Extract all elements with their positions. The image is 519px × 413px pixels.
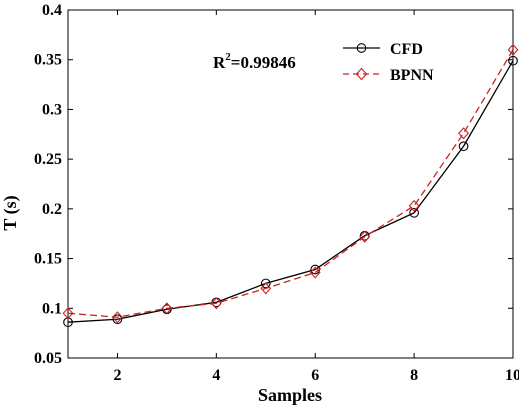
y-tick-label: 0.05 xyxy=(34,350,62,367)
x-tick-label: 2 xyxy=(113,367,121,384)
data-point-bpnn xyxy=(260,282,272,295)
legend-label-cfd: CFD xyxy=(390,41,423,58)
y-tick-label: 0.25 xyxy=(34,151,62,168)
y-axis-title: T (s) xyxy=(0,195,21,230)
data-point-cfd xyxy=(508,55,518,66)
series-cfd xyxy=(63,55,518,328)
x-axis-title: Samples xyxy=(258,385,322,405)
legend-label-bpnn: BPNN xyxy=(390,67,434,84)
series-line-cfd xyxy=(67,60,514,323)
axes-frame xyxy=(67,9,514,359)
x-tick-label: 8 xyxy=(410,367,418,384)
data-point-cfd xyxy=(458,141,469,152)
x-tick-label: 6 xyxy=(311,367,319,384)
y-tick-label: 0.3 xyxy=(42,101,62,118)
data-point-cfd xyxy=(409,207,419,218)
y-tick-label: 0.2 xyxy=(42,201,62,218)
data-point-bpnn xyxy=(359,230,371,243)
data-point-bpnn xyxy=(507,43,519,56)
y-tick-label: 0.15 xyxy=(34,251,62,268)
series-bpnn xyxy=(62,43,519,324)
data-point-bpnn xyxy=(408,199,420,212)
r-squared-annotation: R2=0.99846 xyxy=(213,51,296,72)
y-tick-label: 0.1 xyxy=(42,300,62,317)
y-tick-label: 0.4 xyxy=(42,2,62,19)
x-tick-label: 10 xyxy=(505,367,519,384)
data-point-bpnn xyxy=(62,307,74,320)
data-point-cfd xyxy=(112,314,123,325)
data-point-bpnn xyxy=(309,266,321,279)
data-point-bpnn xyxy=(112,311,123,324)
y-tick-labels: 0.05 0.1 0.15 0.2 0.25 0.3 0.35 0.4 xyxy=(34,2,62,367)
x-tick-label: 4 xyxy=(212,367,220,384)
data-point-bpnn xyxy=(161,302,173,315)
legend-entry-bpnn: BPNN xyxy=(343,67,434,84)
legend: CFD BPNN xyxy=(343,41,434,84)
legend-entry-cfd: CFD xyxy=(343,41,423,58)
x-tick-labels: 2 4 6 8 10 xyxy=(113,367,519,384)
plot-area xyxy=(62,9,519,359)
y-tick-label: 0.35 xyxy=(34,52,62,69)
data-point-bpnn xyxy=(210,297,222,310)
data-point-bpnn xyxy=(458,127,469,140)
